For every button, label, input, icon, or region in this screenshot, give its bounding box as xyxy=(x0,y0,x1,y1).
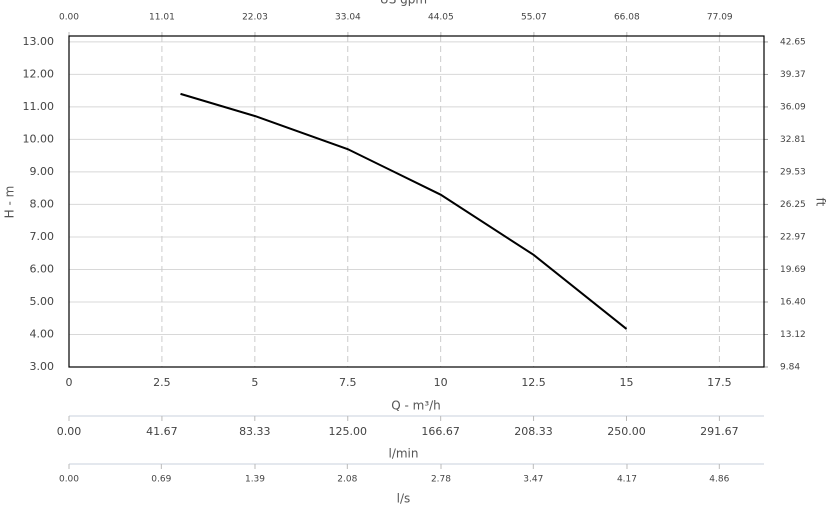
x4-tick-label: 2.78 xyxy=(431,475,451,485)
y2-tick-label: 32.81 xyxy=(780,135,806,145)
y2-tick-label: 39.37 xyxy=(780,70,806,80)
x2-tick-label: 0.00 xyxy=(59,13,79,23)
x2-tick-label: 77.09 xyxy=(707,13,733,23)
x3-tick-label: 250.00 xyxy=(607,425,646,438)
y-tick-label: 5.00 xyxy=(30,295,55,308)
plot-border xyxy=(68,35,765,368)
y-axis-title: H - m xyxy=(3,186,17,219)
y-tick-label: 7.00 xyxy=(30,230,55,243)
x2-tick-label: 11.01 xyxy=(149,13,175,23)
y-tick-label: 12.00 xyxy=(23,67,55,80)
x4-tick-label: 3.47 xyxy=(523,475,543,485)
y2-tick-label: 36.09 xyxy=(780,102,806,112)
x2-tick-label: 33.04 xyxy=(335,13,361,23)
x3-tick-label: 208.33 xyxy=(514,425,553,438)
x-tick-label: 0 xyxy=(66,376,73,389)
y2-tick-label: 29.53 xyxy=(780,167,806,177)
x3-axis-title: l/min xyxy=(388,447,418,461)
x4-tick-label: 0.00 xyxy=(59,475,79,485)
y-tick-label: 10.00 xyxy=(23,132,55,145)
x2-tick-label: 55.07 xyxy=(521,13,547,23)
y2-tick-label: 26.25 xyxy=(780,200,806,210)
x4-tick-label: 4.86 xyxy=(709,475,729,485)
x-tick-label: 5 xyxy=(251,376,258,389)
x-tick-label: 2.5 xyxy=(153,376,171,389)
y2-tick-label: 19.69 xyxy=(780,265,806,275)
x3-tick-label: 83.33 xyxy=(239,425,271,438)
y2-tick-label: 22.97 xyxy=(780,232,806,242)
pump-curve xyxy=(180,92,628,330)
x-tick-label: 10 xyxy=(434,376,448,389)
x-tick-label: 15 xyxy=(619,376,633,389)
y-tick-label: 8.00 xyxy=(30,197,55,210)
x-axis-title: Q - m³/h xyxy=(391,399,441,413)
x3-tick-label: 0.00 xyxy=(57,425,82,438)
x3-tick-label: 291.67 xyxy=(700,425,739,438)
x3-tick-label: 125.00 xyxy=(328,425,367,438)
y-tick-label: 4.00 xyxy=(30,327,55,340)
x2-axis-title: US gpm xyxy=(380,0,427,7)
y-tick-label: 3.00 xyxy=(30,360,55,373)
x-tick-label: 7.5 xyxy=(339,376,357,389)
x4-axis-title: l/s xyxy=(397,492,411,506)
y2-tick-label: 16.40 xyxy=(780,298,806,308)
y2-tick-label: 9.84 xyxy=(780,363,800,373)
x4-tick-label: 4.17 xyxy=(617,475,637,485)
x4-tick-label: 1.39 xyxy=(245,475,265,485)
y-tick-label: 13.00 xyxy=(23,35,55,48)
x-tick-label: 12.5 xyxy=(521,376,546,389)
y-tick-label: 9.00 xyxy=(30,165,55,178)
x2-tick-label: 66.08 xyxy=(614,13,640,23)
y-tick-label: 6.00 xyxy=(30,262,55,275)
x3-tick-label: 166.67 xyxy=(421,425,460,438)
y2-tick-label: 13.12 xyxy=(780,330,806,340)
x4-tick-label: 0.69 xyxy=(151,475,171,485)
x3-tick-label: 41.67 xyxy=(146,425,178,438)
x4-tick-label: 2.08 xyxy=(337,475,357,485)
x-tick-label: 17.5 xyxy=(707,376,732,389)
x2-tick-label: 22.03 xyxy=(242,13,268,23)
y2-tick-label: 42.65 xyxy=(780,37,806,47)
y-tick-label: 11.00 xyxy=(23,100,55,113)
y2-axis-title: ft xyxy=(814,198,828,207)
x2-tick-label: 44.05 xyxy=(428,13,454,23)
